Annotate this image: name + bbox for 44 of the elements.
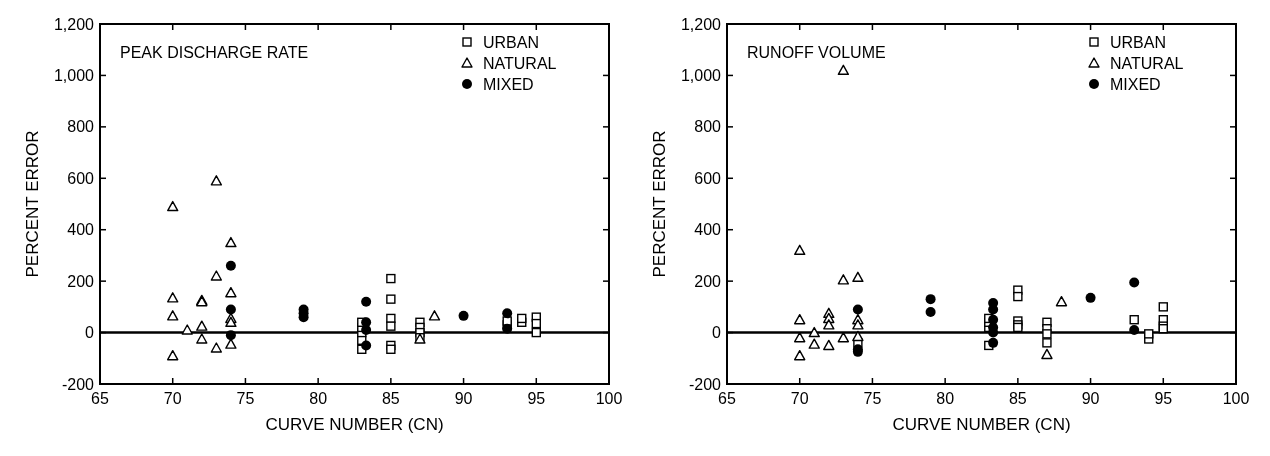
y-tick-label: 1,200 — [53, 15, 95, 33]
x-tick-label: 95 — [1154, 390, 1173, 407]
y-tick-label: 0 — [712, 324, 722, 342]
x-tick-label: 100 — [595, 390, 623, 407]
legend-label: URBAN — [1110, 33, 1167, 51]
x-tick-label: 90 — [454, 390, 473, 407]
y-tick-label: 600 — [694, 169, 722, 187]
x-tick-label: 85 — [381, 390, 400, 407]
y-tick-label: 800 — [67, 118, 95, 136]
legend-label: MIXED — [483, 75, 534, 93]
y-tick-label: 200 — [694, 272, 722, 290]
y-tick-label: 400 — [694, 221, 722, 239]
y-tick-label: -200 — [688, 375, 722, 393]
text: PEAK DISCHARGE RATE — [120, 44, 309, 61]
x-tick-label: 75 — [236, 390, 255, 407]
x-tick-label: 65 — [718, 390, 736, 407]
y-tick-label: 1,000 — [53, 67, 95, 85]
legend-label: NATURAL — [483, 54, 557, 72]
y-tick-label: -200 — [61, 375, 95, 393]
x-tick-label: 90 — [1081, 390, 1100, 407]
y-axis-title: PERCENT ERROR — [650, 130, 669, 278]
y-tick-label: 0 — [85, 324, 95, 342]
x-tick-label: 75 — [863, 390, 882, 407]
y-tick-label: 400 — [67, 221, 95, 239]
x-tick-label: 100 — [1222, 390, 1250, 407]
x-tick-label: 85 — [1008, 390, 1027, 407]
x-tick-label: 80 — [936, 390, 955, 407]
y-tick-label: 200 — [67, 272, 95, 290]
y-axis-title: PERCENT ERROR — [23, 130, 42, 278]
x-tick-label: 65 — [91, 390, 109, 407]
x-axis-title: CURVE NUMBER (CN) — [265, 415, 444, 434]
x-tick-label: 70 — [790, 390, 809, 407]
y-tick-label: 1,000 — [680, 67, 722, 85]
x-tick-label: 70 — [163, 390, 182, 407]
legend-label: URBAN — [483, 33, 540, 51]
y-tick-label: 1,200 — [680, 15, 722, 33]
y-tick-label: 800 — [694, 118, 722, 136]
x-tick-label: 95 — [527, 390, 546, 407]
legend-label: MIXED — [1110, 75, 1161, 93]
x-axis-title: CURVE NUMBER (CN) — [892, 415, 1071, 434]
x-tick-label: 80 — [309, 390, 328, 407]
text: RUNOFF VOLUME — [747, 44, 886, 61]
y-tick-label: 600 — [67, 169, 95, 187]
legend-label: NATURAL — [1110, 54, 1184, 72]
